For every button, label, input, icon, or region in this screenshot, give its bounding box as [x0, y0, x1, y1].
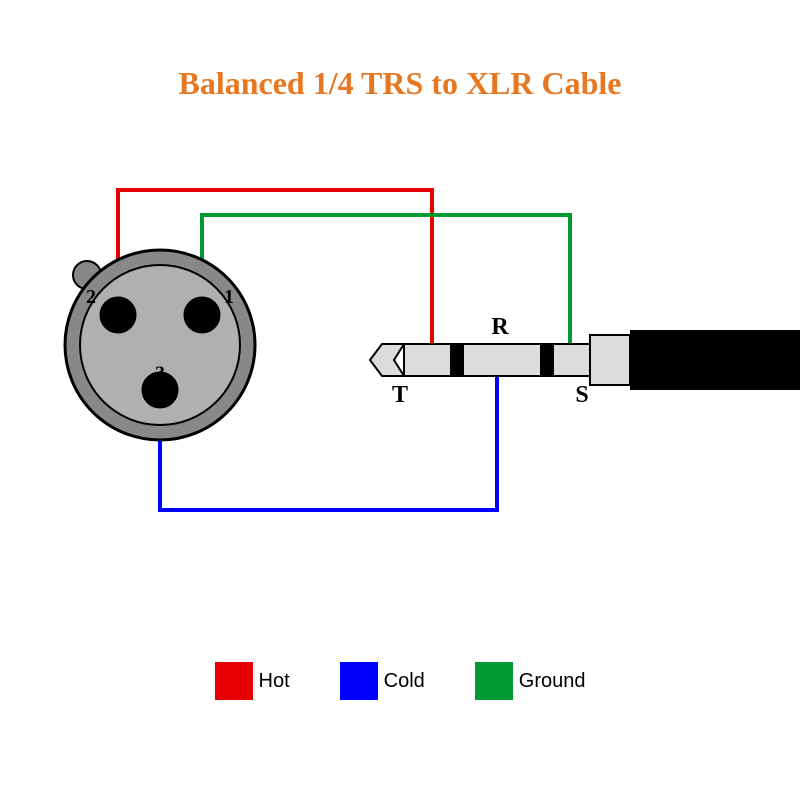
legend-label-hot: Hot	[259, 670, 290, 693]
wire-ground	[202, 215, 570, 345]
legend-swatch-ground	[475, 662, 513, 700]
trs-tip	[370, 344, 404, 376]
legend-label-cold: Cold	[384, 670, 425, 693]
legend-item-ground: Ground	[475, 662, 586, 700]
trs-shaft	[404, 344, 590, 376]
svg-text:1: 1	[224, 286, 234, 308]
legend-swatch-cold	[340, 662, 378, 700]
trs-handle	[630, 330, 800, 390]
trs-label-s: S	[575, 382, 588, 408]
trs-ring2	[540, 344, 554, 376]
trs-collar	[590, 335, 630, 385]
legend: Hot Cold Ground	[0, 662, 800, 700]
trs-connector: T R S	[370, 314, 800, 408]
legend-item-hot: Hot	[215, 662, 290, 700]
trs-label-t: T	[392, 382, 408, 408]
legend-swatch-hot	[215, 662, 253, 700]
legend-item-cold: Cold	[340, 662, 425, 700]
svg-text:3: 3	[155, 363, 165, 385]
trs-label-r: R	[491, 314, 509, 340]
svg-text:2: 2	[86, 286, 96, 308]
legend-label-ground: Ground	[519, 670, 586, 693]
xlr-connector: 1 2 3	[65, 250, 255, 440]
trs-ring1	[450, 344, 464, 376]
